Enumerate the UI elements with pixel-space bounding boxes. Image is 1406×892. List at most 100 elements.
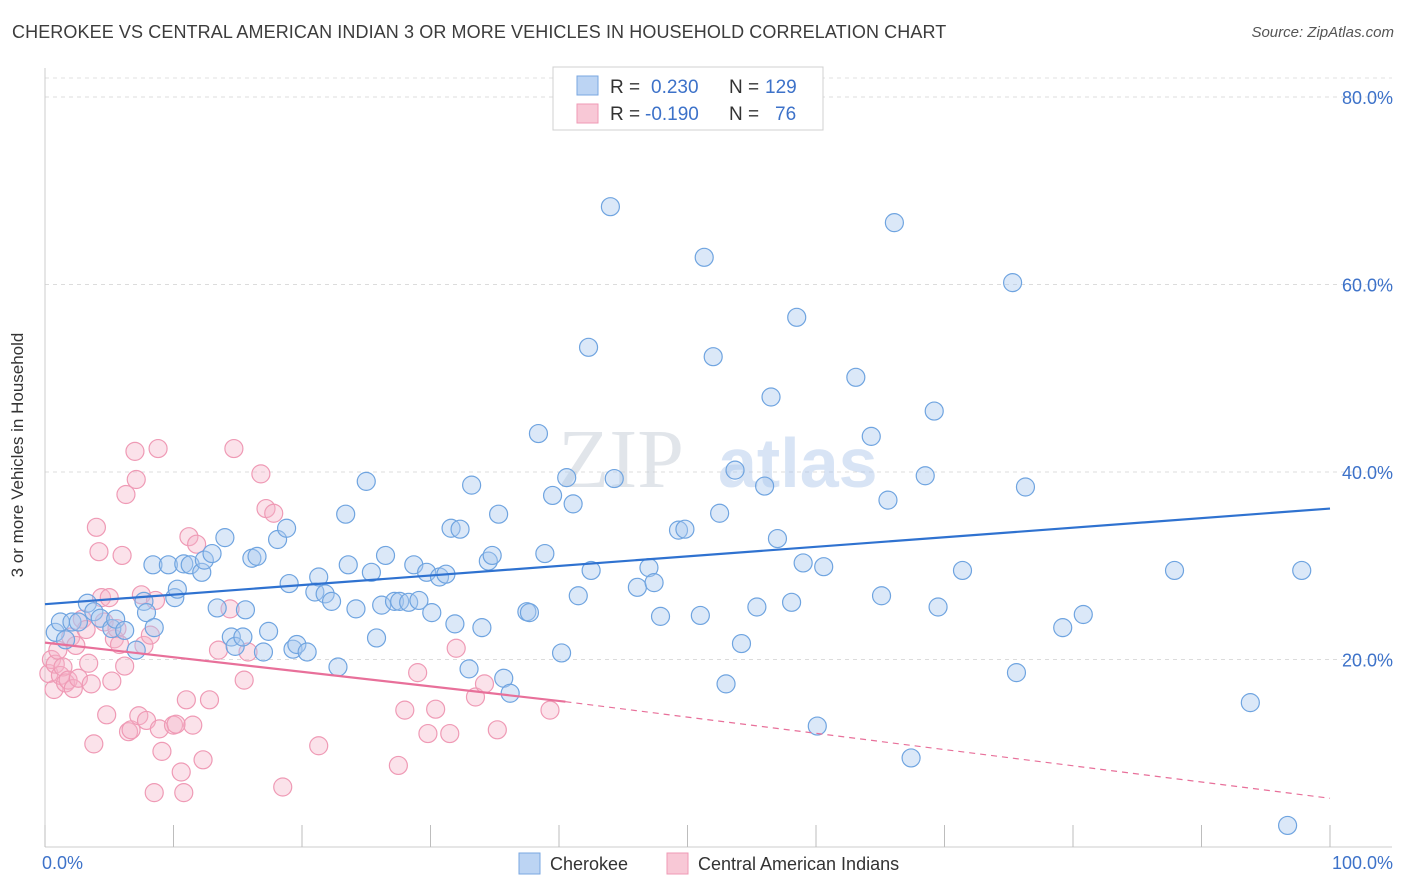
data-point-cherokee <box>725 460 745 480</box>
data-point-cherokee <box>747 597 767 617</box>
data-point-cherokee <box>68 612 89 632</box>
data-point-cherokee <box>372 595 392 615</box>
data-point-cherokee <box>297 642 317 662</box>
data-point-central-american <box>474 674 495 694</box>
data-point-cherokee <box>1240 693 1260 713</box>
data-point-cherokee <box>871 586 892 606</box>
data-point-cherokee <box>336 504 356 524</box>
y-tick-label: 60.0% <box>1342 276 1393 296</box>
legend-box: R = 0.230 N = 129 R = -0.190 N = 76 <box>552 66 824 131</box>
data-point-central-american <box>224 438 244 459</box>
data-point-central-american <box>540 700 560 720</box>
data-point-cherokee <box>1006 663 1027 683</box>
data-point-cherokee <box>928 597 948 617</box>
legend-n-label-2: N = <box>729 104 759 125</box>
data-point-central-american <box>166 714 186 734</box>
data-point-central-american <box>89 542 109 562</box>
data-point-cherokee <box>710 503 730 523</box>
legend-n-label-1: N = <box>729 77 759 98</box>
data-point-cherokee <box>143 555 163 575</box>
data-point-cherokee <box>253 642 274 662</box>
legend-swatch-cherokee <box>576 75 599 96</box>
data-point-central-american <box>63 678 83 699</box>
data-point-central-american <box>84 734 104 754</box>
data-point-central-american <box>99 588 119 608</box>
data-point-cherokee <box>462 475 482 495</box>
data-point-cherokee <box>754 476 775 496</box>
data-point-central-american <box>179 527 199 547</box>
trend-lines <box>44 507 1331 799</box>
data-point-cherokee <box>578 337 599 357</box>
data-point-cherokee <box>861 426 881 446</box>
data-point-cherokee <box>952 560 973 581</box>
data-point-cherokee <box>279 573 299 594</box>
data-point-cherokee <box>878 490 898 510</box>
data-point-cherokee <box>1015 477 1036 497</box>
data-point-cherokee <box>787 307 807 327</box>
y-tick-label: 80.0% <box>1342 88 1393 108</box>
legend-n-value-1: 129 <box>765 77 797 98</box>
data-point-central-american <box>152 741 172 761</box>
data-point-cherokee <box>668 520 689 540</box>
legend-swatch-central-american <box>576 103 599 124</box>
data-point-central-american <box>44 679 64 700</box>
data-point-cherokee <box>581 560 601 581</box>
data-point-central-american <box>79 653 99 673</box>
series-cherokee <box>45 197 1312 836</box>
data-point-central-american <box>264 503 284 523</box>
data-point-cherokee <box>650 606 671 626</box>
y-tick-label: 40.0% <box>1342 463 1393 483</box>
data-point-central-american <box>144 783 164 803</box>
data-point-central-american <box>234 670 254 690</box>
data-point-cherokee <box>158 555 178 575</box>
data-point-cherokee <box>627 577 647 597</box>
data-point-central-american <box>112 545 132 566</box>
data-point-cherokee <box>180 555 200 575</box>
legend-r-label-1: R = <box>610 77 640 98</box>
bottom-legend: Cherokee Central American Indians <box>518 852 899 875</box>
data-point-cherokee <box>807 716 827 736</box>
data-point-cherokee <box>542 485 563 506</box>
data-point-cherokee <box>174 554 194 574</box>
data-point-central-american <box>125 441 145 461</box>
data-point-cherokee <box>1053 618 1073 638</box>
data-point-cherokee <box>528 423 549 444</box>
data-point-cherokee <box>194 550 214 570</box>
data-point-central-american <box>148 438 168 459</box>
data-point-central-american <box>273 777 293 797</box>
data-point-cherokee <box>901 748 921 768</box>
legend-r-value-1: 0.230 <box>651 77 699 98</box>
data-point-cherokee <box>1073 604 1093 625</box>
data-point-central-american <box>199 690 220 710</box>
data-point-cherokee <box>361 562 381 582</box>
data-point-central-american <box>440 723 460 744</box>
data-point-cherokee <box>62 612 82 632</box>
watermark: ZIP atlas <box>558 413 878 506</box>
data-point-cherokee <box>215 528 235 548</box>
data-point-cherokee <box>321 591 342 611</box>
data-point-cherokee <box>276 518 297 538</box>
watermark-zip: ZIP <box>558 413 684 506</box>
data-point-cherokee <box>600 197 621 217</box>
data-point-central-american <box>115 656 135 676</box>
data-point-cherokee <box>235 600 256 620</box>
data-point-cherokee <box>694 247 714 267</box>
data-point-central-american <box>176 690 196 710</box>
data-point-cherokee <box>644 573 664 593</box>
data-point-cherokee <box>459 659 479 679</box>
data-point-cherokee <box>233 627 253 647</box>
data-point-cherokee <box>500 683 520 703</box>
data-point-cherokee <box>445 614 465 634</box>
y-tick-label: 20.0% <box>1342 651 1393 671</box>
data-point-cherokee <box>356 471 376 491</box>
data-point-cherokee <box>557 468 577 488</box>
data-point-central-american <box>171 762 191 782</box>
data-point-cherokee <box>814 557 834 577</box>
data-point-central-american <box>446 638 466 658</box>
data-point-central-american <box>81 674 101 694</box>
data-point-central-american <box>251 464 271 484</box>
tick-labels: 20.0% 40.0% 60.0% 80.0% 0.0% 100.0% <box>42 88 1393 873</box>
trend-line-central-american-extension <box>565 701 1331 799</box>
data-point-cherokee <box>115 620 135 641</box>
bottom-legend-swatch-cherokee <box>518 852 541 875</box>
